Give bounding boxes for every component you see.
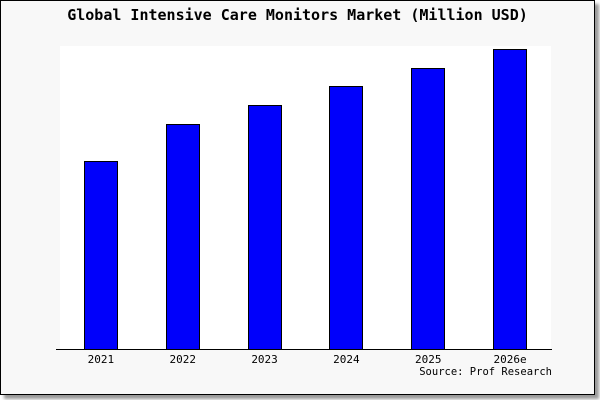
bar-2026e [493, 48, 528, 349]
plot-area [60, 46, 551, 349]
x-axis-line [56, 349, 552, 350]
bar-2021 [83, 161, 118, 349]
bar-column-2025 [387, 46, 469, 349]
x-tick-label-2021: 2021 [87, 353, 115, 366]
bars-container [60, 46, 551, 349]
bar-2023 [247, 104, 282, 349]
source-note: Source: Prof Research [419, 366, 552, 378]
bar-column-2021 [60, 46, 142, 349]
bar-column-2023 [224, 46, 306, 349]
chart-title: Global Intensive Care Monitors Market (M… [67, 6, 528, 24]
bar-column-2022 [142, 46, 224, 349]
bar-column-2026e [469, 46, 551, 349]
bar-2024 [329, 86, 364, 349]
x-tick-label-2024: 2024 [333, 353, 360, 366]
bar-2025 [411, 68, 446, 349]
chart-image-frame: Global Intensive Care Monitors Market (M… [0, 0, 595, 395]
x-axis-tick-labels: 2021 2022 2023 2024 2025 2026e [60, 353, 551, 366]
bar-2022 [165, 124, 200, 349]
x-tick-label-2025: 2025 [414, 353, 442, 366]
x-tick-label-2026e: 2026e [493, 353, 527, 366]
x-tick-label-2023: 2023 [251, 353, 278, 366]
x-tick-label-2022: 2022 [169, 353, 196, 366]
bar-column-2024 [305, 46, 387, 349]
